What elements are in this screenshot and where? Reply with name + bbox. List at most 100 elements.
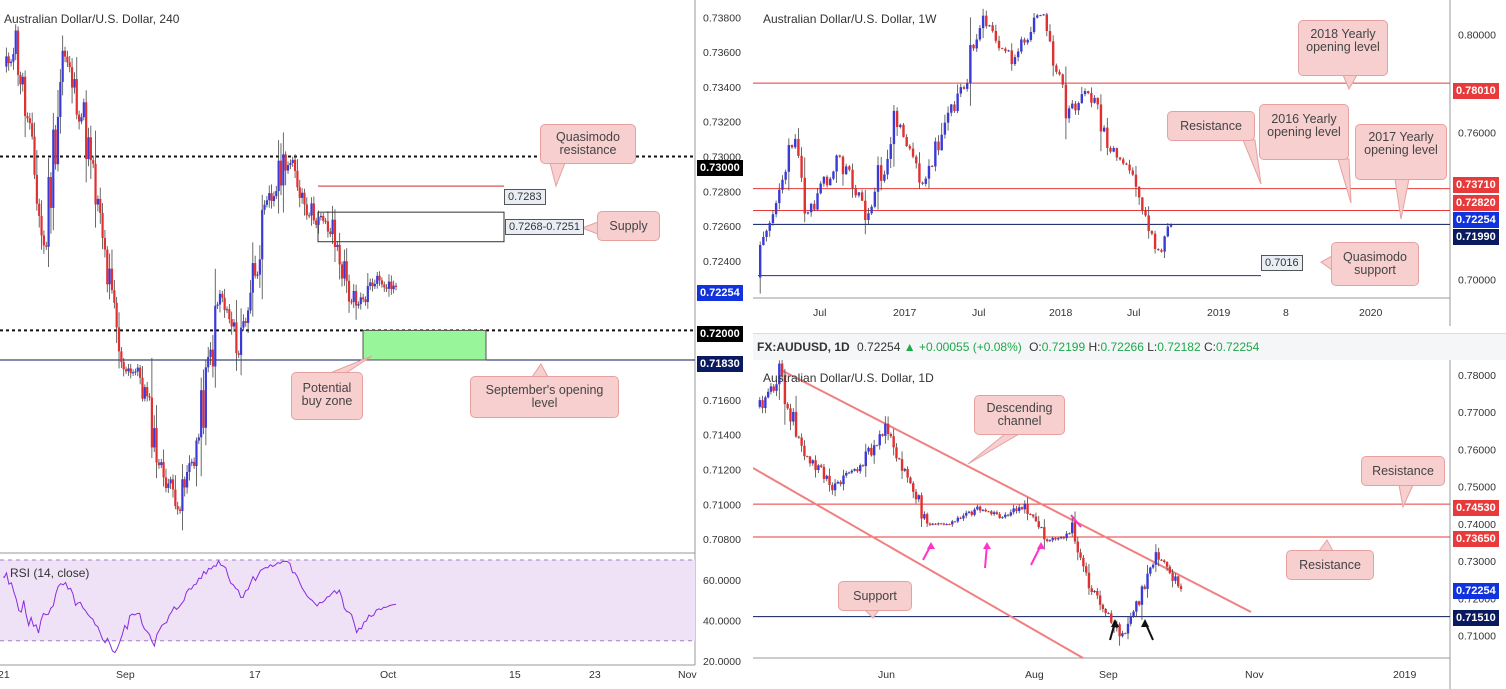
daily-chart-panel[interactable]: 0.78000 0.77000 0.76000 0.75000 0.74000 0.730…: [753, 360, 1506, 689]
daily-candle: [909, 477, 912, 484]
daily-candle: [1171, 572, 1174, 581]
daily-close: 0.72254: [1215, 340, 1260, 354]
h4-candle: [99, 198, 102, 213]
weekly-candle: [1071, 103, 1074, 109]
weekly-candle: [1045, 14, 1048, 32]
daily-candle: [789, 408, 792, 422]
weekly-x-tick-label: 2018: [1049, 307, 1073, 319]
daily-candle: [867, 447, 870, 452]
weekly-candle: [1016, 51, 1020, 58]
daily-y-tick-label: 0.76000: [1458, 444, 1496, 456]
h4-candle: [326, 221, 330, 232]
weekly-y-tick-label: 0.70000: [1458, 275, 1496, 287]
weekly-candle: [892, 110, 896, 145]
h4-candle: [214, 305, 217, 367]
h4-candle: [148, 396, 151, 398]
h4-chart-title: Australian Dollar/U.S. Dollar, 240: [4, 12, 180, 26]
daily-header-bar: FX:AUDUSD, 1D 0.72254 ▲ +0.00055 (+0.08%…: [753, 333, 1506, 361]
daily-candle: [912, 483, 915, 492]
daily-candle: [1020, 507, 1024, 510]
weekly-candle: [1128, 164, 1131, 171]
h4-candle: [275, 191, 278, 197]
h4-candle: [143, 387, 146, 399]
daily-candle: [900, 459, 904, 471]
daily-candle: [1096, 590, 1099, 596]
weekly-candle: [860, 192, 864, 201]
h4-candle: [190, 461, 193, 464]
h4-candle: [352, 291, 355, 302]
daily-candle: [886, 423, 890, 435]
price-tag-7300: 0.73000: [697, 160, 743, 176]
h4-candle: [85, 102, 88, 159]
h4-candle: [61, 50, 64, 82]
h4-candle: [207, 356, 210, 368]
weekly-candle: [1080, 94, 1084, 104]
daily-candle: [856, 469, 859, 472]
daily-candle: [1098, 595, 1102, 605]
magenta-arrow-icon: [1070, 514, 1082, 528]
daily-candle: [978, 506, 982, 511]
h4-candle: [73, 79, 76, 88]
weekly-candle: [771, 214, 775, 224]
weekly-candle: [1115, 148, 1119, 158]
weekly-candle: [1109, 147, 1112, 152]
h4-candle: [21, 76, 24, 85]
h4-x-tick-label: Nov: [678, 669, 697, 681]
daily-candle: [953, 521, 957, 523]
weekly-candle: [1163, 236, 1166, 252]
callout-september-opening: September's opening level: [470, 376, 619, 418]
weekly-candle: [908, 146, 912, 149]
h4-candle: [59, 81, 62, 117]
daily-candle: [764, 397, 767, 408]
weekly-candle: [778, 189, 781, 204]
h4-candle: [228, 309, 231, 320]
weekly-candle: [1007, 50, 1010, 52]
channel-lower-line: [753, 467, 1084, 659]
weekly-candle: [1090, 93, 1093, 103]
h4-y-tick-label: 0.72800: [703, 186, 741, 198]
h4-candle: [87, 137, 90, 159]
h4-candle: [82, 102, 85, 118]
h4-candle: [317, 217, 320, 225]
h4-candle: [66, 56, 69, 63]
h4-candle: [5, 56, 8, 67]
weekly-candle: [1042, 14, 1045, 16]
daily-candle: [945, 524, 948, 526]
h4-candle: [110, 268, 114, 291]
daily-candle: [778, 363, 781, 385]
daily-chart-svg[interactable]: 0.78000 0.77000 0.76000 0.75000 0.74000 0.730…: [753, 360, 1506, 689]
h4-candle: [324, 220, 327, 222]
h4-candle: [16, 30, 20, 75]
h4-x-tick-label: 23: [589, 669, 601, 681]
daily-candle: [1135, 601, 1138, 612]
h4-x-tick-label: 17: [249, 669, 261, 681]
daily-change: +0.00055 (+0.08%): [918, 340, 1022, 354]
rsi-tick-label: 20.0000: [703, 656, 741, 668]
daily-candle: [792, 411, 795, 422]
h4-candle: [28, 118, 31, 124]
daily-candle: [1051, 538, 1054, 541]
daily-candle: [794, 411, 798, 437]
daily-candle: [780, 363, 784, 376]
daily-candle: [828, 475, 831, 485]
h4-chart-svg[interactable]: 0.73800 0.73600 0.73400 0.73200 0.73000 0.728…: [0, 0, 749, 689]
weekly-chart-panel[interactable]: 0.800000.760000.740000.70000Jul2017Jul20…: [753, 0, 1506, 326]
weekly-candle: [1137, 186, 1141, 198]
daily-candle: [928, 523, 932, 525]
h4-candle: [359, 297, 362, 305]
h4-candle: [263, 204, 266, 210]
daily-candle: [1018, 507, 1021, 512]
daily-candle: [884, 423, 887, 436]
daily-open-label: O:: [1029, 340, 1042, 354]
h4-chart-panel[interactable]: 0.73800 0.73600 0.73400 0.73200 0.73000 0.728…: [0, 0, 749, 689]
daily-candle: [967, 511, 971, 513]
h4-candle: [272, 196, 276, 202]
h4-candle: [52, 129, 55, 208]
daily-candle: [1101, 604, 1105, 609]
daily-x-tick-label: Aug: [1025, 669, 1044, 681]
daily-candle: [973, 509, 976, 515]
h4-candle: [373, 283, 376, 287]
daily-candle: [1006, 514, 1010, 516]
weekly-candle: [873, 191, 877, 207]
weekly-candle: [1147, 215, 1150, 232]
